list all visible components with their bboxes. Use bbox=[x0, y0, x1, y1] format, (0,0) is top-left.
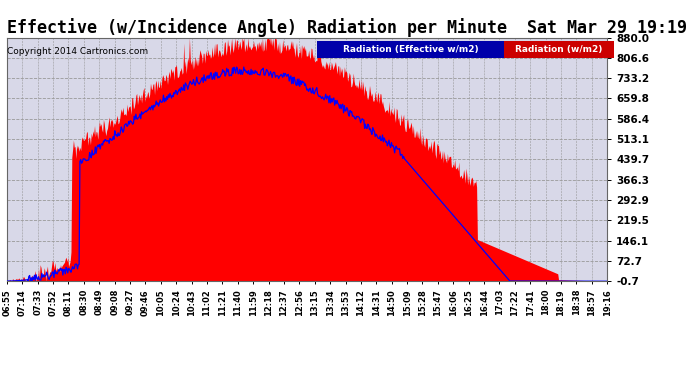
Title: Solar & Effective (w/Incidence Angle) Radiation per Minute  Sat Mar 29 19:19: Solar & Effective (w/Incidence Angle) Ra… bbox=[0, 18, 687, 38]
Text: Radiation (Effective w/m2): Radiation (Effective w/m2) bbox=[343, 45, 478, 54]
Text: Radiation (w/m2): Radiation (w/m2) bbox=[515, 45, 602, 54]
Text: Copyright 2014 Cartronics.com: Copyright 2014 Cartronics.com bbox=[7, 47, 148, 56]
